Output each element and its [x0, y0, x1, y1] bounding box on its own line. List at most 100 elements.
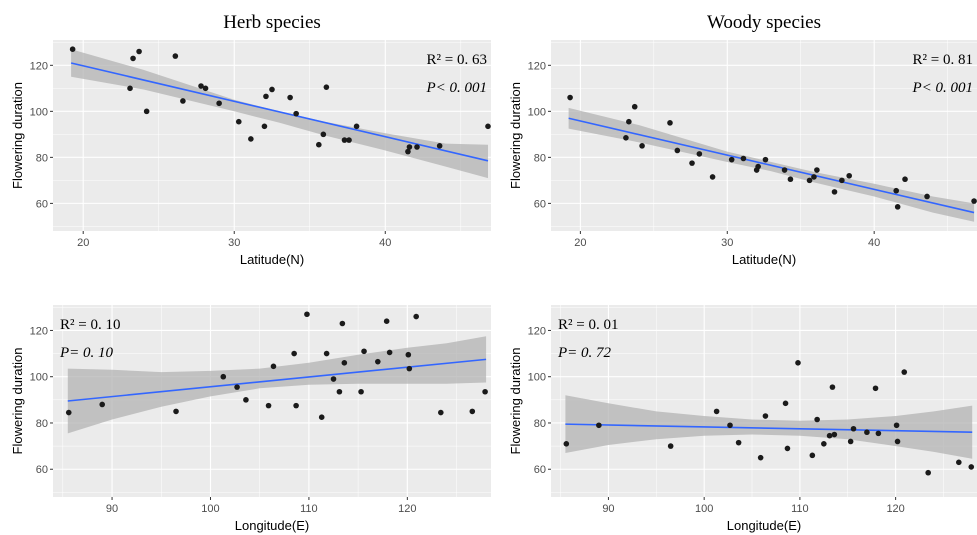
- chart-panel-4: 90 100 110 120 60 80 100 120 Longitude(E) Floweri…: [508, 305, 977, 533]
- y-tick-label: 100: [528, 372, 546, 384]
- data-point: [358, 388, 364, 395]
- confidence-band: [67, 336, 487, 434]
- data-point: [361, 348, 367, 355]
- data-point: [127, 85, 133, 92]
- x-tick-label: 90: [106, 503, 118, 515]
- x-tick-label: 100: [201, 503, 219, 515]
- data-point: [323, 350, 330, 357]
- y-tick-label: 100: [528, 106, 546, 118]
- r-squared-label: R² = 0. 63: [427, 52, 487, 68]
- data-point: [563, 440, 570, 447]
- y-tick-label: 60: [36, 198, 48, 210]
- data-point: [864, 429, 870, 436]
- data-point: [727, 422, 733, 429]
- p-value-label: P< 0. 001: [425, 80, 487, 96]
- data-point: [795, 360, 801, 366]
- data-point: [341, 360, 348, 366]
- data-point: [234, 384, 240, 390]
- regression-line: [67, 358, 487, 402]
- data-point: [872, 385, 879, 392]
- x-tick-label: 90: [602, 503, 614, 515]
- y-tick-label: 100: [30, 372, 48, 384]
- data-point: [696, 151, 703, 157]
- y-tick-label: 80: [36, 152, 48, 164]
- data-point: [782, 400, 789, 407]
- data-point: [318, 414, 325, 420]
- y-tick-label: 120: [30, 325, 48, 337]
- data-point: [709, 174, 716, 180]
- x-axis-label: Latitude(N): [732, 252, 796, 267]
- p-value-label: P= 0. 10: [59, 345, 114, 361]
- y-tick-label: 120: [528, 325, 546, 337]
- y-tick-label: 80: [36, 418, 48, 430]
- data-point: [667, 120, 673, 126]
- data-point: [809, 452, 816, 459]
- data-point: [847, 438, 854, 445]
- data-point: [639, 143, 645, 149]
- data-point: [293, 110, 299, 117]
- data-point: [567, 94, 573, 101]
- data-point: [269, 86, 275, 93]
- data-point: [220, 373, 227, 380]
- x-tick-label: 30: [721, 237, 733, 249]
- data-point: [781, 167, 788, 173]
- data-point: [482, 388, 488, 395]
- data-point: [248, 136, 254, 142]
- data-point: [893, 422, 900, 429]
- data-point: [689, 160, 695, 166]
- data-point: [968, 464, 975, 470]
- data-point: [383, 318, 390, 324]
- data-point: [846, 172, 852, 179]
- data-point: [336, 388, 343, 395]
- confidence-band: [71, 49, 488, 179]
- data-point: [405, 351, 412, 358]
- data-point: [925, 469, 931, 476]
- data-point: [291, 350, 297, 357]
- data-point: [265, 402, 272, 409]
- data-point: [216, 100, 222, 107]
- data-point: [438, 409, 444, 416]
- data-point: [850, 425, 857, 432]
- data-point: [406, 144, 413, 150]
- data-point: [829, 384, 836, 390]
- y-tick-label: 60: [36, 464, 48, 476]
- data-point: [320, 131, 327, 138]
- data-point: [353, 123, 360, 130]
- data-point: [202, 85, 209, 92]
- data-point: [436, 143, 443, 149]
- data-point: [173, 408, 179, 415]
- data-point: [713, 408, 720, 415]
- y-tick-label: 60: [534, 198, 546, 210]
- data-point: [626, 118, 632, 125]
- p-value-label: P< 0. 001: [911, 80, 973, 96]
- data-point: [814, 416, 820, 423]
- data-point: [304, 311, 310, 318]
- x-tick-label: 110: [300, 503, 318, 515]
- regression-line: [568, 117, 975, 214]
- panel-title: Woody species: [707, 12, 821, 33]
- data-point: [839, 177, 845, 184]
- data-point: [893, 187, 900, 194]
- data-point: [375, 358, 381, 365]
- p-value-label: P= 0. 72: [557, 345, 612, 361]
- data-point: [901, 369, 908, 375]
- x-axis-label: Longitude(E): [235, 518, 309, 533]
- data-point: [180, 98, 186, 104]
- r-squared-label: R² = 0. 81: [913, 52, 973, 68]
- data-point: [757, 454, 764, 461]
- data-point: [323, 84, 330, 90]
- y-tick-label: 120: [30, 60, 48, 72]
- x-tick-label: 40: [379, 237, 391, 249]
- x-axis-label: Latitude(N): [240, 252, 304, 267]
- data-point: [735, 439, 742, 446]
- chart-panel-1: 20 30 40 60 80 100 120 Herb species Latitude(N) F…: [10, 12, 491, 267]
- chart-panel-3: 90 100 110 120 60 80 100 120 Longitude(E) Floweri…: [10, 305, 491, 533]
- y-axis-label: Flowering duration: [508, 348, 523, 455]
- data-point: [667, 443, 674, 449]
- data-point: [172, 53, 179, 59]
- data-point: [821, 440, 827, 447]
- data-point: [330, 376, 337, 382]
- x-tick-label: 110: [791, 503, 809, 515]
- data-point: [814, 167, 820, 173]
